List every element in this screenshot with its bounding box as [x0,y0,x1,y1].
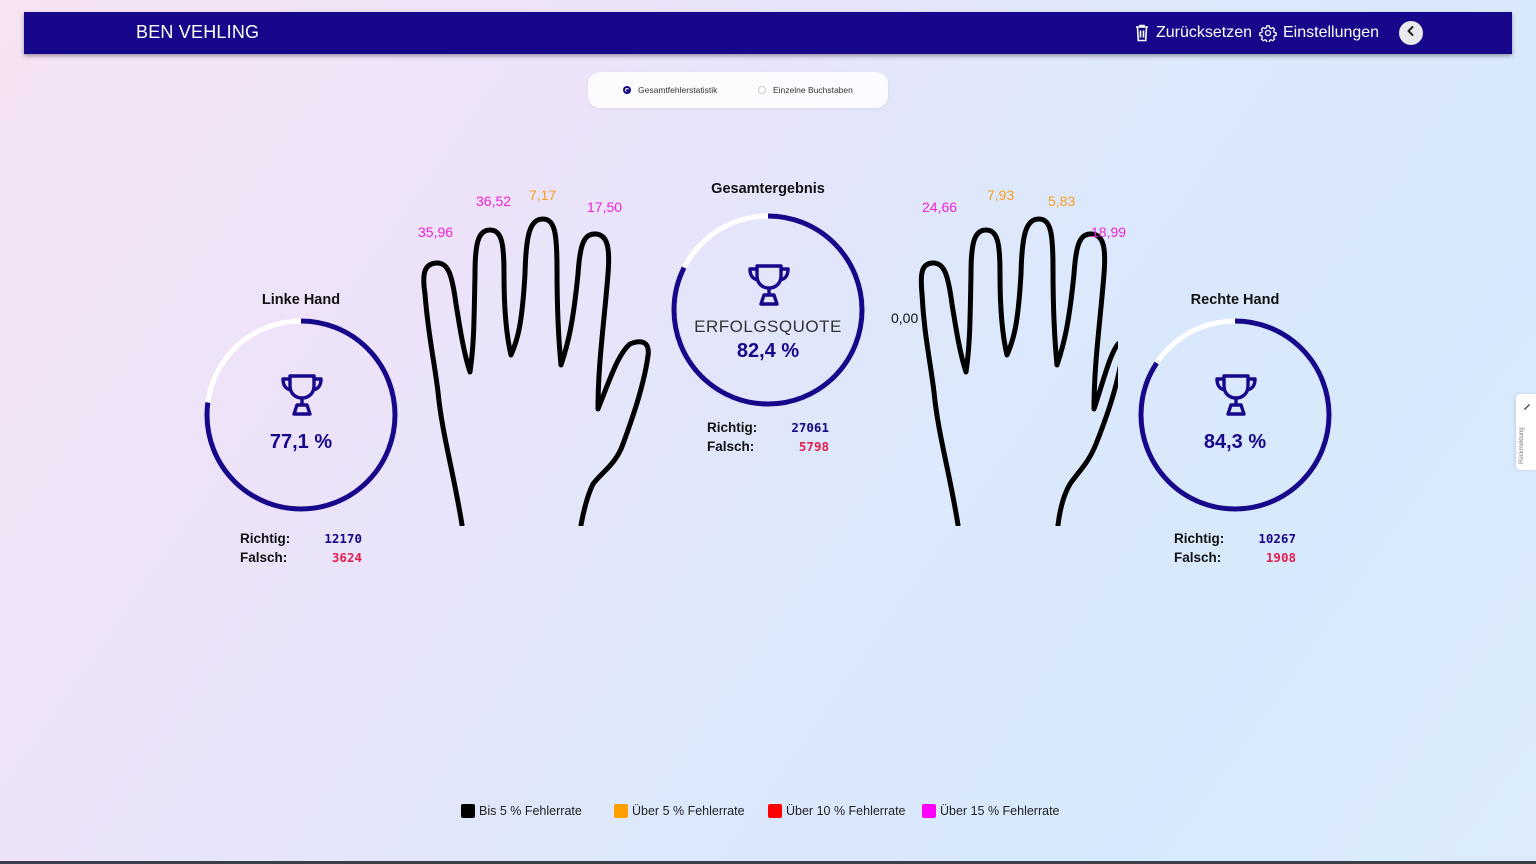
left-hand-title: Linke Hand [261,292,341,308]
reset-label: Zurücksetzen [1156,24,1253,41]
success-quote-label: ERFOLGSQUOTE [694,317,842,336]
left-pinky-error: 35,96 [418,224,454,240]
legend-item-up-to-5: Bis 5 % Fehlerrate [461,804,582,818]
legend-label: Bis 5 % Fehlerrate [479,804,582,818]
legend-label: Über 5 % Fehlerrate [632,804,745,818]
left-hand-trophy-icon [281,374,323,416]
right-thumb-error: 0,00 [891,310,919,326]
right-hand-title: Rechte Hand [1190,292,1280,308]
legend-label: Über 10 % Fehlerrate [786,804,906,818]
option-total-stats[interactable]: Gesamtfehlerstatistik [623,85,717,95]
right-hand-success-rate: 84,3 % [1203,431,1267,453]
left-wrong-count: 3624 [331,550,362,565]
username-title: BEN VEHLING [136,22,260,42]
option-single-letters-label: Einzelne Buchstaben [773,85,853,95]
legend-item-over-10: Über 10 % Fehlerrate [768,804,906,818]
right-index-error: 24,66 [922,199,958,215]
overall-wrong-count: 5798 [798,439,829,454]
legend-swatch [614,804,628,818]
legend-item-over-5: Über 5 % Fehlerrate [614,804,745,818]
overall-progress-ring [671,213,865,407]
left-hand-outline [421,216,651,526]
top-app-bar: BEN VEHLING Zurücksetzen Einstellungen [24,12,1512,54]
correct-label: Richtig: [1174,531,1225,546]
option-single-letters[interactable]: Einzelne Buchstaben [758,85,853,95]
overall-title: Gesamtergebnis [711,181,825,197]
left-index-error: 17,50 [587,199,623,215]
option-total-stats-label: Gesamtfehlerstatistik [638,85,718,95]
trash-icon [1134,24,1150,42]
legend-swatch [461,804,475,818]
view-toggle: Gesamtfehlerstatistik Einzelne Buchstabe… [588,72,888,108]
right-hand-outline [918,216,1118,526]
legend-swatch [768,804,782,818]
gear-icon [1259,24,1277,42]
radio-selected[interactable] [623,86,631,94]
left-hand-stats: Richtig: 12170 Falsch: 3624 [240,531,362,569]
left-hand-success-rate: 77,1 % [269,431,333,453]
radio-unselected[interactable] [758,86,766,94]
overall-trophy-icon [748,264,790,306]
overall-success-rate: 82,4 % [736,340,800,362]
wrong-label: Falsch: [1174,550,1222,565]
reset-button[interactable]: Zurücksetzen [1134,21,1252,45]
wrong-label: Falsch: [707,439,755,454]
right-ring-error: 5,83 [1048,193,1076,209]
right-pinky-error: 18,99 [1091,224,1127,240]
right-hand-progress-ring [1138,318,1332,512]
overall-stats: Richtig: 27061 Falsch: 5798 [707,420,829,458]
right-middle-error: 7,93 [987,187,1015,203]
feedback-tab[interactable]: Rückmeldung [1516,394,1536,470]
right-hand-trophy-icon [1215,374,1257,416]
settings-button[interactable]: Einstellungen [1259,21,1379,45]
left-correct-count: 12170 [324,531,362,546]
wrong-label: Falsch: [240,550,288,565]
left-middle-error: 7,17 [529,187,557,203]
bottom-divider [0,861,1536,864]
left-hand-progress-ring [204,318,398,512]
chevron-left-icon [1405,24,1417,42]
right-hand-stats: Richtig: 10267 Falsch: 1908 [1174,531,1296,569]
feedback-label: Rückmeldung [1519,427,1525,464]
pencil-icon [1523,398,1531,416]
legend-item-over-15: Über 15 % Fehlerrate [922,804,1060,818]
legend-swatch [922,804,936,818]
right-wrong-count: 1908 [1265,550,1296,565]
correct-label: Richtig: [707,420,758,435]
correct-label: Richtig: [240,531,291,546]
legend-label: Über 15 % Fehlerrate [940,804,1060,818]
settings-label: Einstellungen [1283,24,1380,41]
right-correct-count: 10267 [1258,531,1296,546]
back-button[interactable] [1399,21,1423,45]
overall-correct-count: 27061 [791,420,829,435]
left-ring-error: 36,52 [476,193,512,209]
